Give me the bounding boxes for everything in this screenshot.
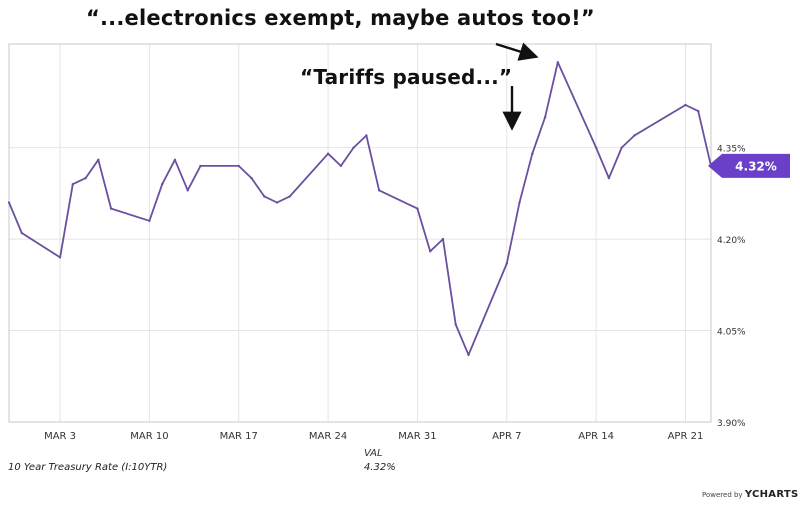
x-tick-label: MAR 10 [130, 431, 168, 442]
ycharts-logo[interactable]: YCHARTS [744, 489, 799, 500]
data-point [697, 109, 700, 113]
data-point [173, 158, 177, 162]
badge-shape [708, 153, 790, 178]
data-point [288, 195, 291, 198]
data-point [441, 237, 445, 241]
arrow-to-peak [495, 42, 539, 61]
data-point [84, 176, 87, 180]
plot-frame [8, 43, 712, 423]
data-point [20, 231, 23, 235]
grid [9, 44, 711, 423]
data-point [365, 134, 368, 137]
data-point [429, 250, 432, 253]
data-points [7, 61, 713, 357]
y-tick-label: 4.35% [717, 145, 746, 155]
data-point [633, 134, 636, 137]
x-tick-label: MAR 31 [398, 431, 436, 442]
data-point [339, 164, 343, 168]
data-point [7, 201, 11, 204]
data-point [454, 323, 457, 326]
annotation-tariffs-paused: “Tariffs paused...” [300, 65, 513, 89]
series-name-link[interactable]: 10 Year Treasury Rate (I:10YTR) [8, 462, 168, 473]
data-point [275, 201, 279, 204]
x-tick-label: APR 14 [578, 431, 614, 442]
data-point [71, 183, 75, 186]
data-point [58, 256, 62, 259]
data-point [518, 201, 521, 204]
data-point [684, 103, 687, 107]
data-point [556, 61, 560, 64]
data-point [543, 115, 547, 119]
powered-by-text: Powered by [702, 491, 743, 499]
series-line [8, 61, 712, 356]
data-point [97, 158, 100, 162]
current-value-badge: 4.32% [708, 153, 790, 178]
data-point [607, 176, 611, 180]
data-point [594, 146, 598, 149]
data-point [186, 189, 189, 192]
y-tick-label: 4.20% [717, 236, 746, 246]
x-tick-label: MAR 17 [220, 431, 258, 442]
data-point [263, 195, 266, 198]
data-point [160, 183, 164, 186]
data-point [531, 152, 534, 155]
value-column-header: VAL [364, 448, 383, 459]
data-point [237, 164, 240, 168]
data-point [352, 146, 355, 149]
y-tick-label: 3.90% [717, 419, 746, 429]
x-tick-label: APR 21 [668, 431, 704, 442]
data-point [620, 146, 623, 149]
series-value: 4.32% [364, 462, 396, 473]
annotation-electronics-exempt: “...electronics exempt, maybe autos too!… [86, 6, 595, 30]
data-point [467, 353, 470, 357]
x-axis: MAR 3 MAR 10 MAR 17 MAR 24 MAR 31 APR 7 APR 14… [44, 431, 703, 442]
data-point [377, 189, 381, 192]
data-point [109, 207, 113, 210]
data-point [148, 219, 151, 223]
x-tick-label: MAR 3 [44, 431, 76, 442]
data-point [416, 207, 419, 210]
data-point [250, 176, 253, 180]
current-value-label: 4.32% [735, 159, 777, 173]
y-axis: 3.90% 4.05% 4.20% 4.35% [717, 145, 746, 429]
data-point [505, 262, 508, 265]
data-point [326, 152, 330, 155]
powered-by-footer: Powered by YCHARTS [702, 489, 799, 500]
x-tick-label: APR 7 [492, 431, 521, 442]
data-point [199, 164, 202, 168]
y-tick-label: 4.05% [717, 328, 746, 338]
x-tick-label: MAR 24 [309, 431, 347, 442]
